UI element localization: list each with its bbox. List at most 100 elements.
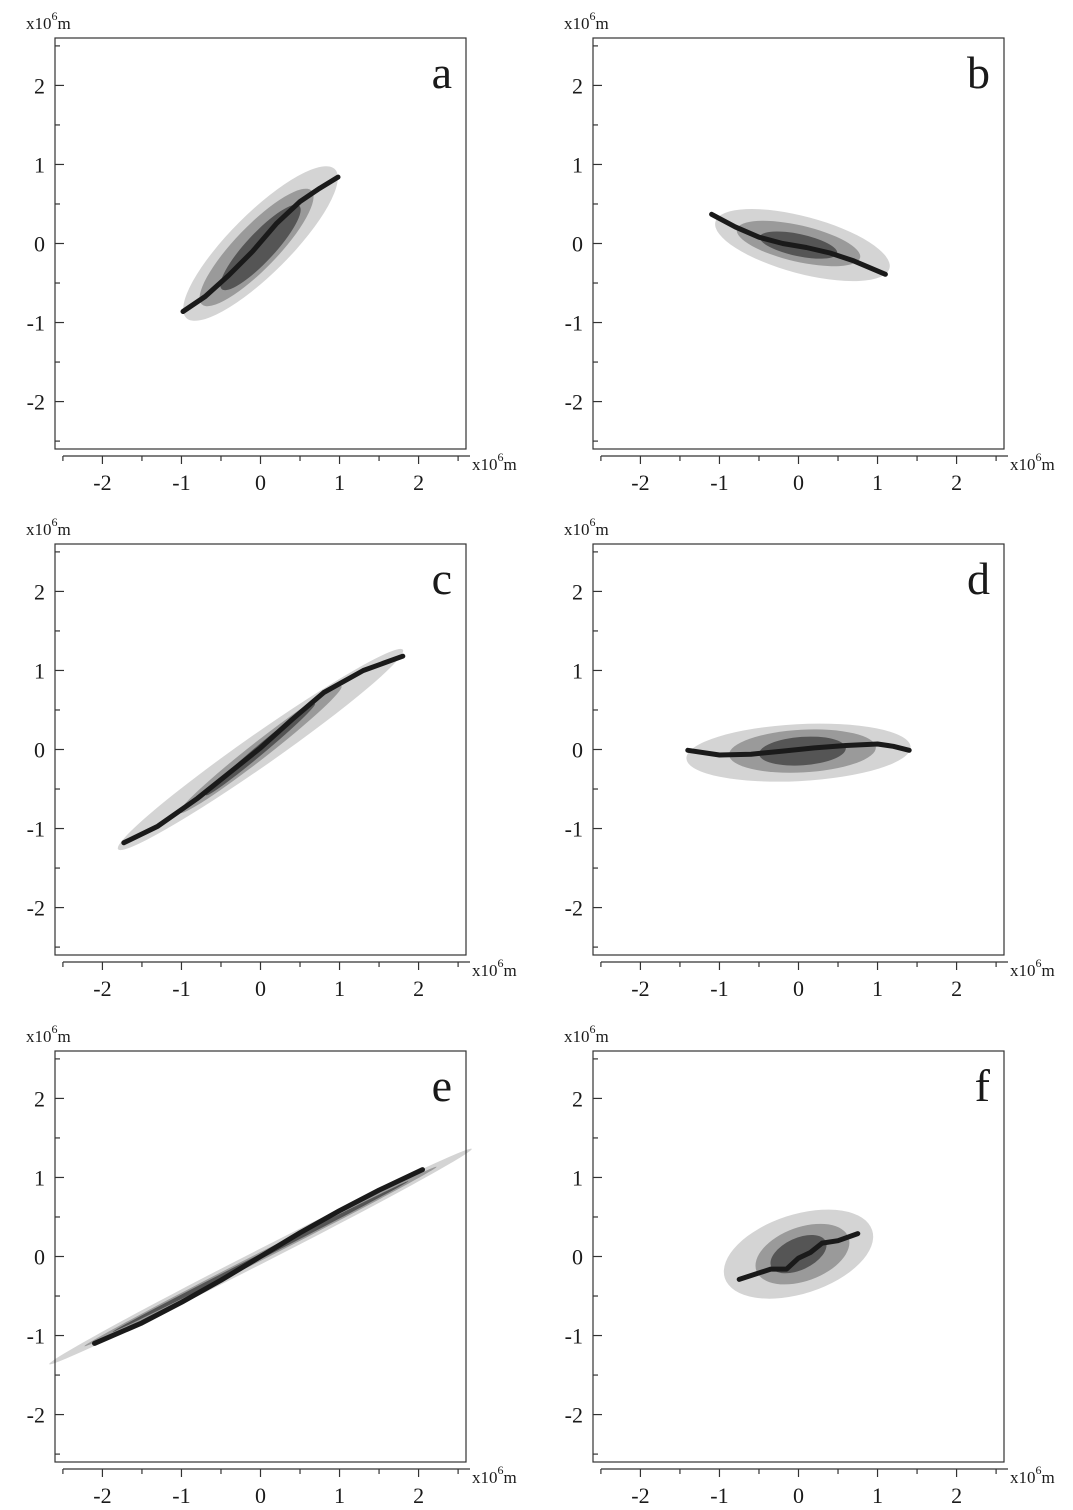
y-unit-label: x106m — [564, 9, 609, 33]
y-unit-label-suffix: m — [58, 14, 71, 33]
x-unit-label-prefix: x10 — [472, 1468, 498, 1487]
y-unit-label-exponent: 6 — [590, 515, 596, 529]
x-tick-label: 0 — [793, 976, 804, 1001]
y-tick-label: 2 — [34, 73, 45, 98]
y-unit-label-prefix: x10 — [26, 14, 52, 33]
trajectory-curve — [685, 741, 912, 758]
x-unit-label-prefix: x10 — [472, 455, 498, 474]
trajectory-curve — [736, 1231, 861, 1282]
x-unit-label-prefix: x10 — [1010, 961, 1036, 980]
x-tick-label: 0 — [793, 1483, 804, 1508]
y-tick-label: 0 — [572, 1245, 583, 1270]
x-tick-label: 2 — [413, 976, 424, 1001]
trajectory-curve — [92, 1167, 425, 1346]
contour-inner — [220, 204, 301, 291]
y-unit-label-suffix: m — [596, 14, 609, 33]
y-tick-label: -1 — [27, 817, 45, 842]
y-tick-label: 1 — [34, 1165, 45, 1190]
x-unit-label-prefix: x10 — [472, 961, 498, 980]
y-unit-label-prefix: x10 — [564, 14, 590, 33]
x-tick-label: 1 — [334, 1483, 345, 1508]
y-tick-label: -2 — [27, 896, 45, 921]
y-unit-label-exponent: 6 — [590, 1022, 596, 1036]
x-unit-label-exponent: 6 — [498, 1463, 504, 1477]
y-tick-label: 1 — [572, 1165, 583, 1190]
x-tick-label: 0 — [255, 976, 266, 1001]
y-unit-label-suffix: m — [596, 520, 609, 539]
x-unit-label-suffix: m — [1042, 961, 1055, 980]
x-unit-label: x106m — [1010, 956, 1055, 980]
y-tick-label: 2 — [34, 579, 45, 604]
y-tick-label: -1 — [27, 311, 45, 336]
y-tick-label: -2 — [565, 896, 583, 921]
x-tick-label: -1 — [172, 470, 190, 495]
x-tick-label: 2 — [951, 976, 962, 1001]
panel-letter: d — [967, 553, 990, 604]
y-tick-label: -1 — [565, 817, 583, 842]
y-unit-label: x106m — [26, 515, 71, 539]
y-unit-label-suffix: m — [58, 520, 71, 539]
y-unit-label: x106m — [26, 9, 71, 33]
panel-letter: b — [967, 47, 990, 98]
y-tick-label: 0 — [572, 738, 583, 763]
y-tick-label: 2 — [572, 1086, 583, 1111]
y-tick-label: 0 — [34, 738, 45, 763]
x-tick-label: -2 — [631, 1483, 649, 1508]
y-tick-label: 1 — [572, 152, 583, 177]
x-tick-label: -2 — [631, 976, 649, 1001]
y-tick-label: 0 — [34, 1245, 45, 1270]
y-unit-label-prefix: x10 — [564, 1027, 590, 1046]
x-tick-label: 0 — [255, 1483, 266, 1508]
x-unit-label-prefix: x10 — [1010, 1468, 1036, 1487]
panel-letter: a — [432, 47, 452, 98]
x-unit-label: x106m — [472, 1463, 517, 1487]
x-unit-label-suffix: m — [504, 961, 517, 980]
x-tick-label: 0 — [255, 470, 266, 495]
y-unit-label: x106m — [564, 515, 609, 539]
y-unit-label-prefix: x10 — [26, 1027, 52, 1046]
y-unit-label-prefix: x10 — [26, 520, 52, 539]
trajectory-curve — [180, 174, 341, 314]
y-tick-label: 0 — [572, 232, 583, 257]
x-tick-label: -2 — [93, 470, 111, 495]
x-unit-label-prefix: x10 — [1010, 455, 1036, 474]
x-unit-label-exponent: 6 — [498, 450, 504, 464]
x-unit-label: x106m — [1010, 450, 1055, 474]
y-unit-label-prefix: x10 — [564, 520, 590, 539]
x-tick-label: 2 — [413, 1483, 424, 1508]
x-tick-label: -1 — [710, 470, 728, 495]
y-unit-label-exponent: 6 — [52, 515, 58, 529]
x-tick-label: 0 — [793, 470, 804, 495]
y-unit-label-exponent: 6 — [52, 9, 58, 23]
x-unit-label-exponent: 6 — [1036, 450, 1042, 464]
x-tick-label: -1 — [710, 976, 728, 1001]
x-tick-label: 2 — [951, 470, 962, 495]
y-tick-label: -2 — [565, 1403, 583, 1428]
panel-letter: f — [975, 1060, 991, 1111]
y-tick-label: 1 — [572, 658, 583, 683]
x-tick-label: 1 — [334, 976, 345, 1001]
x-tick-label: -2 — [93, 1483, 111, 1508]
x-tick-label: 2 — [413, 470, 424, 495]
x-tick-label: -1 — [710, 1483, 728, 1508]
x-unit-label-exponent: 6 — [1036, 956, 1042, 970]
x-unit-label-suffix: m — [504, 1468, 517, 1487]
x-tick-label: -2 — [93, 976, 111, 1001]
trajectory-curve — [121, 653, 406, 846]
y-unit-label-suffix: m — [58, 1027, 71, 1046]
x-unit-label-suffix: m — [1042, 1468, 1055, 1487]
y-tick-label: 0 — [34, 232, 45, 257]
y-tick-label: -1 — [565, 1324, 583, 1349]
y-tick-label: -2 — [565, 390, 583, 415]
x-tick-label: -1 — [172, 976, 190, 1001]
y-unit-label-suffix: m — [596, 1027, 609, 1046]
x-tick-label: 1 — [872, 470, 883, 495]
x-tick-label: -1 — [172, 1483, 190, 1508]
